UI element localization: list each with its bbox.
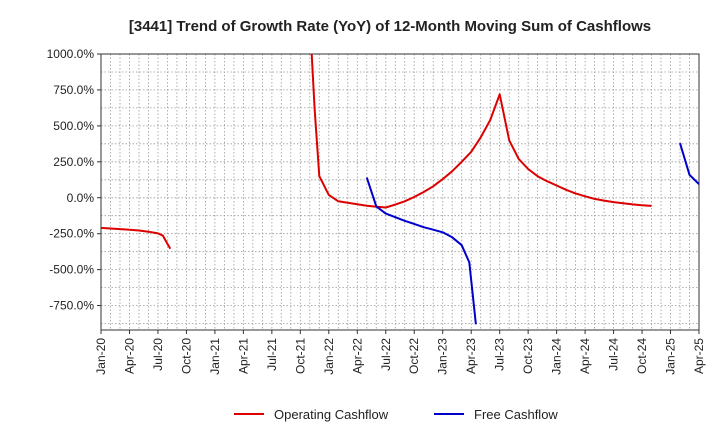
series-line-free-cashflow <box>679 142 699 185</box>
x-tick-label: Jul-23 <box>493 338 507 371</box>
x-tick-label: Apr-20 <box>122 338 136 374</box>
x-tick-label: Jan-25 <box>664 338 678 375</box>
x-axis-ticks: Jan-20 Apr-20 Jul-20 Oct-20 Jan-21 Apr-21 Jul-… <box>94 330 706 375</box>
x-tick-label: Oct-21 <box>293 338 307 374</box>
x-tick-label: Jul-20 <box>151 338 165 371</box>
y-tick-label: -250.0% <box>49 227 94 241</box>
y-tick-label: 0.0% <box>67 191 95 205</box>
series-line-free-cashflow <box>365 177 477 325</box>
x-tick-label: Oct-22 <box>407 338 421 374</box>
x-tick-label: Jan-21 <box>208 338 222 375</box>
x-tick-label: Apr-25 <box>692 338 706 374</box>
x-tick-label: Apr-21 <box>236 338 250 374</box>
x-tick-label: Oct-23 <box>521 338 535 374</box>
legend-label-free-cashflow: Free Cashflow <box>474 407 558 422</box>
legend: Operating Cashflow Free Cashflow <box>234 407 558 422</box>
x-tick-label: Jan-24 <box>550 338 564 375</box>
plot-area-frame <box>100 53 700 331</box>
y-tick-label: -750.0% <box>49 299 94 313</box>
y-tick-label: 750.0% <box>53 83 94 97</box>
x-tick-label: Jul-24 <box>607 338 621 371</box>
x-tick-label: Jul-21 <box>265 338 279 371</box>
x-tick-label: Jul-22 <box>379 338 393 371</box>
x-tick-label: Oct-20 <box>179 338 193 374</box>
chart-title: [3441] Trend of Growth Rate (YoY) of 12-… <box>129 18 651 35</box>
x-tick-label: Apr-22 <box>350 338 364 374</box>
series-lines <box>101 54 699 325</box>
y-tick-label: 1000.0% <box>47 47 95 61</box>
y-tick-label: -500.0% <box>49 263 94 277</box>
x-tick-label: Jan-22 <box>322 338 336 375</box>
y-tick-label: 500.0% <box>53 119 94 133</box>
x-tick-label: Jan-23 <box>436 338 450 375</box>
x-tick-label: Oct-24 <box>635 338 649 374</box>
y-axis-ticks: 1000.0% 750.0% 500.0% 250.0% 0.0% -250.0% -500… <box>47 47 101 313</box>
y-tick-label: 250.0% <box>53 155 94 169</box>
series-line-operating-cashflow <box>310 54 652 209</box>
legend-label-operating-cashflow: Operating Cashflow <box>274 407 389 422</box>
x-tick-label: Apr-24 <box>578 338 592 374</box>
grid <box>101 54 699 330</box>
x-tick-label: Jan-20 <box>94 338 108 375</box>
x-tick-label: Apr-23 <box>464 338 478 374</box>
series-line-operating-cashflow <box>101 226 172 250</box>
